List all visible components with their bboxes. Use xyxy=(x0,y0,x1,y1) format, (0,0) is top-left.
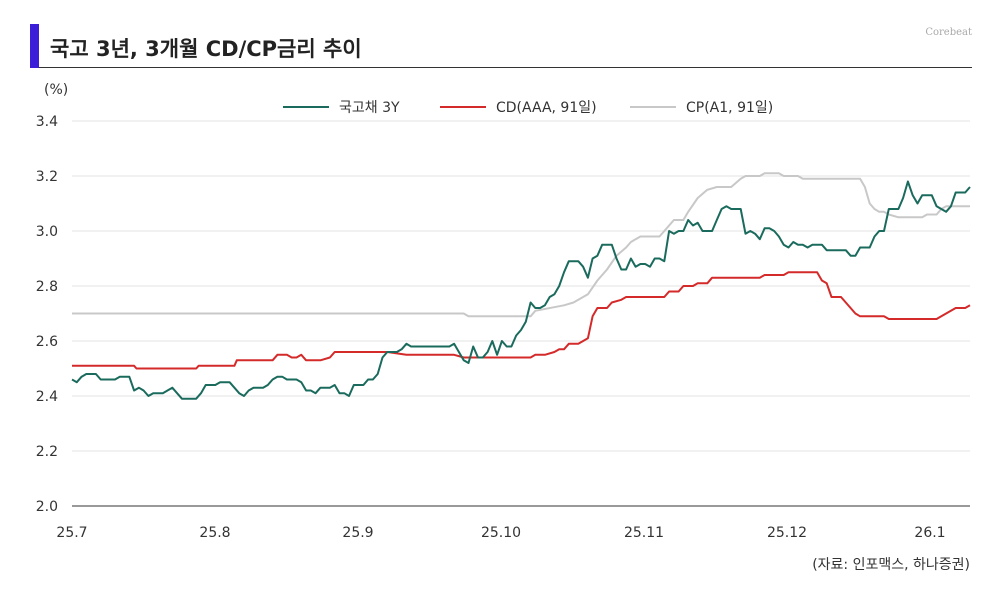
x-tick-label: 25.11 xyxy=(624,525,664,541)
series-line-2 xyxy=(72,172,970,318)
source-note: (자료: 인포맥스, 하나증권) xyxy=(812,557,970,573)
legend-label: 국고채 3Y xyxy=(339,100,400,116)
page-title: 국고 3년, 3개월 CD/CP금리 추이 xyxy=(50,37,362,61)
y-tick-label: 3.2 xyxy=(36,169,58,185)
x-tick-label: 25.10 xyxy=(481,525,521,541)
x-tick-label: 25.12 xyxy=(767,525,807,541)
y-axis-unit-label: (%) xyxy=(44,82,68,98)
y-tick-label: 2.4 xyxy=(36,389,58,405)
y-tick-label: 3.4 xyxy=(36,114,58,130)
x-tick-label: 25.9 xyxy=(342,525,373,541)
title-block: 국고 3년, 3개월 CD/CP금리 추이 Corebeat xyxy=(30,24,972,68)
y-tick-label: 2.2 xyxy=(36,444,58,460)
x-tick-label: 26.1 xyxy=(914,525,945,541)
x-tick-label: 25.8 xyxy=(199,525,230,541)
series-line-1 xyxy=(72,271,971,370)
y-tick-label: 2.0 xyxy=(36,499,58,515)
x-tick-label: 25.7 xyxy=(56,525,87,541)
brand-watermark: Corebeat xyxy=(925,27,972,38)
title-accent-bar xyxy=(30,24,39,68)
title-divider xyxy=(39,67,972,68)
y-tick-label: 2.8 xyxy=(36,279,58,295)
legend-label: CD(AAA, 91일) xyxy=(496,100,597,116)
y-tick-label: 2.6 xyxy=(36,334,58,350)
y-tick-label: 3.0 xyxy=(36,224,58,240)
legend-label: CP(A1, 91일) xyxy=(686,100,773,116)
series-line-0 xyxy=(71,180,971,400)
